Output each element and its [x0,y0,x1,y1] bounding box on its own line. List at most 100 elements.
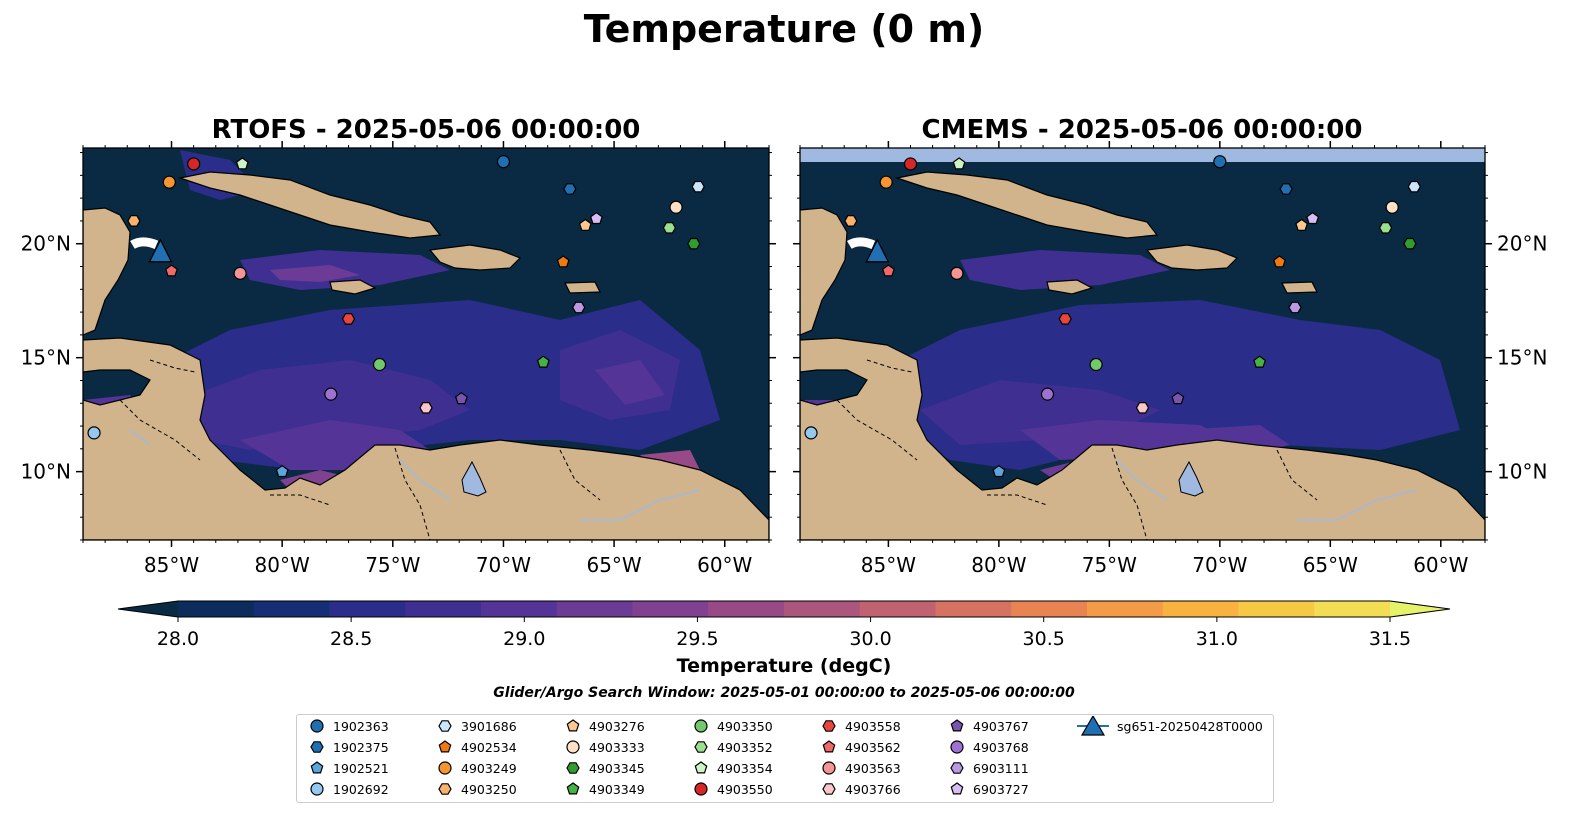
missing-data-band [800,148,1485,162]
land [800,171,1485,540]
argo-float-marker [341,313,356,325]
colorbar-tick-label: 28.5 [330,628,372,650]
colorbar-extend-high [1390,601,1450,617]
y-tick-label: 10°N [1497,460,1547,484]
legend-item-label: 4903349 [589,781,645,797]
colorbar-label: Temperature (degC) [677,655,892,677]
legend-marker-icon [438,720,452,732]
y-tick-label: 20°N [1497,232,1547,256]
colorbar: 28.0 28.5 29.0 29.5 30.0 30.5 31.0 31.5 [117,600,1451,650]
legend-marker-icon [694,761,708,774]
colorbar-bin [329,601,406,617]
legend-marker-shape [566,782,580,795]
colorbar-extend-low [118,601,178,617]
legend-marker-shape [438,720,452,732]
argo-float-marker [127,215,141,227]
legend-item-label: 4903333 [589,739,645,755]
argo-float-marker [903,157,918,171]
colorbar-bin [556,601,634,617]
legend-item: 3901686 [435,716,517,736]
x-tick-label: 85°W [144,553,199,577]
legend-item: 4903349 [563,779,645,799]
argo-float-marker [536,355,550,368]
argo-float-marker [235,157,249,170]
legend-marker-shape [438,740,452,753]
x-tick-label: 80°W [971,553,1026,577]
legend-marker-shape [566,719,580,732]
legend-item-label: 4903550 [717,781,773,797]
legend-marker-icon [950,719,964,732]
legend-item: sg651-20250428T0000 [1075,716,1263,736]
rivers [129,429,701,521]
colorbar-bin [632,601,709,617]
argo-float-marker [687,237,701,250]
panel-title-cmems: CMEMS - 2025-05-06 00:00:00 [922,115,1363,145]
lake [461,460,487,497]
legend-marker-shape [310,782,324,796]
legend-marker-icon [438,761,452,775]
colorbar-bin [253,601,331,617]
argo-float-marker [324,387,338,401]
legend-marker-shape [694,782,708,796]
legend-marker-shape [822,740,836,753]
legend-item: 4903563 [819,758,901,778]
legend-marker-shape [822,783,836,795]
argo-float-marker [454,391,468,405]
y-tick-label: 15°N [21,346,71,370]
x-tick-label: 65°W [586,553,641,577]
legend-item-label: 4903350 [717,718,773,734]
argo-float-marker [233,266,247,280]
argo-float-marker [578,218,592,231]
legend-item-label: 3901686 [461,718,517,734]
glider-marker [865,238,890,263]
legend-marker-icon [438,783,452,795]
legend-item: 6903111 [947,758,1029,778]
colorbar-bin [481,601,558,617]
legend: 1902363 1902375 1902521 1902692 3901686 49025… [296,714,1274,803]
argo-float-marker [275,464,289,478]
argo-float-marker [1385,200,1399,214]
colorbar-bin [935,601,1012,617]
argo-float-marker [187,157,201,171]
legend-item-label: 4903558 [845,718,901,734]
colorbar-tick-label: 29.5 [676,628,718,650]
colorbar-tick-label: 29.0 [503,628,545,650]
argo-float-marker [1407,180,1421,193]
panel-title-rtofs: RTOFS - 2025-05-06 00:00:00 [212,115,641,145]
legend-item-label: 4902534 [461,739,517,755]
argo-float-marker [1089,357,1103,372]
legend-item: 4903352 [691,737,773,757]
colorbar-bin [178,601,255,617]
legend-marker-icon [1077,716,1109,736]
x-tick-label: 60°W [1413,553,1468,577]
y-tick-label: 10°N [21,460,71,484]
argo-float-marker [881,264,895,277]
legend-item: 4902534 [435,737,517,757]
legend-item: 4903249 [435,758,517,778]
legend-item: 4903250 [435,779,517,799]
colorbar-bin [405,601,482,617]
search-window-text: Glider/Argo Search Window: 2025-05-01 00… [493,685,1075,701]
argo-float-marker [496,155,511,169]
legend-marker-icon [566,782,580,795]
legend-marker-shape [310,741,324,753]
glider-track [847,237,876,250]
x-tick-label: 60°W [697,553,752,577]
colorbar-tick-label: 31.0 [1196,628,1238,650]
figure-title: Temperature (0 m) [584,7,985,51]
legend-item-label: 4903563 [845,760,901,776]
legend-marker-icon [310,719,324,733]
argo-float-marker [1213,155,1227,169]
legend-item-label: 4903352 [717,739,773,755]
colorbar-tick-label: 30.0 [849,628,891,650]
colorbar-tick-label: 30.5 [1023,628,1065,650]
argo-float-marker [589,211,603,225]
legend-marker-shape [566,762,580,774]
argo-float-marker [1279,183,1293,195]
argo-float-marker [1058,313,1072,325]
legend-marker-shape [694,761,708,774]
x-tick-label: 75°W [1082,553,1137,577]
lake [1178,460,1204,497]
legend-marker-icon [950,762,964,774]
x-tick-label: 85°W [861,553,916,577]
